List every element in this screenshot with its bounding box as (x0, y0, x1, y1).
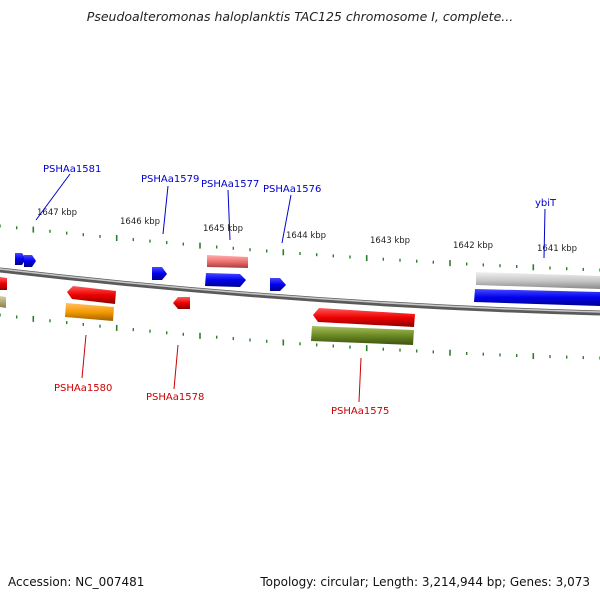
lower-tick-track (0, 313, 600, 360)
kbp-label: 1647 kbp (37, 208, 77, 218)
forward-gene-track (0, 253, 600, 308)
upper-tick-track (0, 224, 600, 272)
leader-line (227, 189, 231, 241)
gene-feature-PSHAa1575[interactable] (313, 308, 415, 327)
gene-label-PSHAa1578[interactable]: PSHAa1578 (146, 392, 204, 403)
kbp-label: 1642 kbp (453, 241, 493, 251)
leader-line (543, 208, 546, 259)
gene-feature-PSHAa1581b[interactable] (24, 255, 36, 267)
gene-feature-PSHAa1580b[interactable] (65, 303, 114, 321)
leader-line (281, 194, 292, 244)
chromosome-backbone-highlight (0, 268, 600, 313)
kbp-label: 1646 kbp (120, 217, 160, 227)
kbp-label: 1643 kbp (370, 236, 410, 246)
kbp-label: 1645 kbp (203, 224, 243, 234)
gene-label-PSHAa1581[interactable]: PSHAa1581 (43, 164, 101, 175)
gene-feature-edge-tan[interactable] (0, 296, 6, 308)
gene-feature-PSHAa1575b[interactable] (311, 326, 414, 345)
gene-feature-PSHAa1579[interactable] (152, 267, 167, 280)
gene-label-PSHAa1577[interactable]: PSHAa1577 (201, 179, 259, 190)
gene-feature-PSHAa1578[interactable] (173, 297, 190, 309)
gene-label-PSHAa1579[interactable]: PSHAa1579 (141, 174, 199, 185)
gene-feature-ybiT-upper[interactable] (476, 272, 600, 289)
leader-line (173, 344, 179, 390)
gene-feature-PSHAa1580[interactable] (67, 286, 116, 304)
gene-feature-PSHAa1576[interactable] (270, 278, 286, 291)
reverse-gene-track (65, 286, 415, 345)
genome-summary-text: Topology: circular; Length: 3,214,944 bp… (260, 575, 590, 589)
leader-line (35, 173, 71, 221)
kbp-label: 1641 kbp (537, 244, 577, 254)
accession-text: Accession: NC_007481 (8, 575, 145, 589)
reverse-gene-labels: PSHAa1580 PSHAa1578 PSHAa1575 (54, 334, 389, 417)
chromosome-backbone (0, 267, 600, 316)
gene-label-PSHAa1575[interactable]: PSHAa1575 (331, 406, 389, 417)
leader-line (162, 185, 169, 235)
gene-feature-PSHAa1577[interactable] (207, 255, 248, 268)
gene-label-ybiT[interactable]: ybiT (535, 198, 557, 209)
forward-gene-labels: PSHAa1581 PSHAa1579 PSHAa1577 PSHAa1576 … (35, 164, 557, 259)
gene-feature-PSHAa1581[interactable] (15, 253, 26, 265)
leader-line (358, 357, 362, 403)
gene-label-PSHAa1580[interactable]: PSHAa1580 (54, 383, 112, 394)
map-title: Pseudoalteromonas haloplanktis TAC125 ch… (86, 9, 514, 24)
gene-feature-ybiT[interactable] (474, 289, 600, 306)
kbp-label: 1644 kbp (286, 231, 326, 241)
gene-label-PSHAa1576[interactable]: PSHAa1576 (263, 184, 321, 195)
gene-feature-PSHAa1577b[interactable] (205, 273, 246, 287)
leader-line (81, 334, 87, 379)
gene-feature-edge[interactable] (0, 277, 7, 290)
